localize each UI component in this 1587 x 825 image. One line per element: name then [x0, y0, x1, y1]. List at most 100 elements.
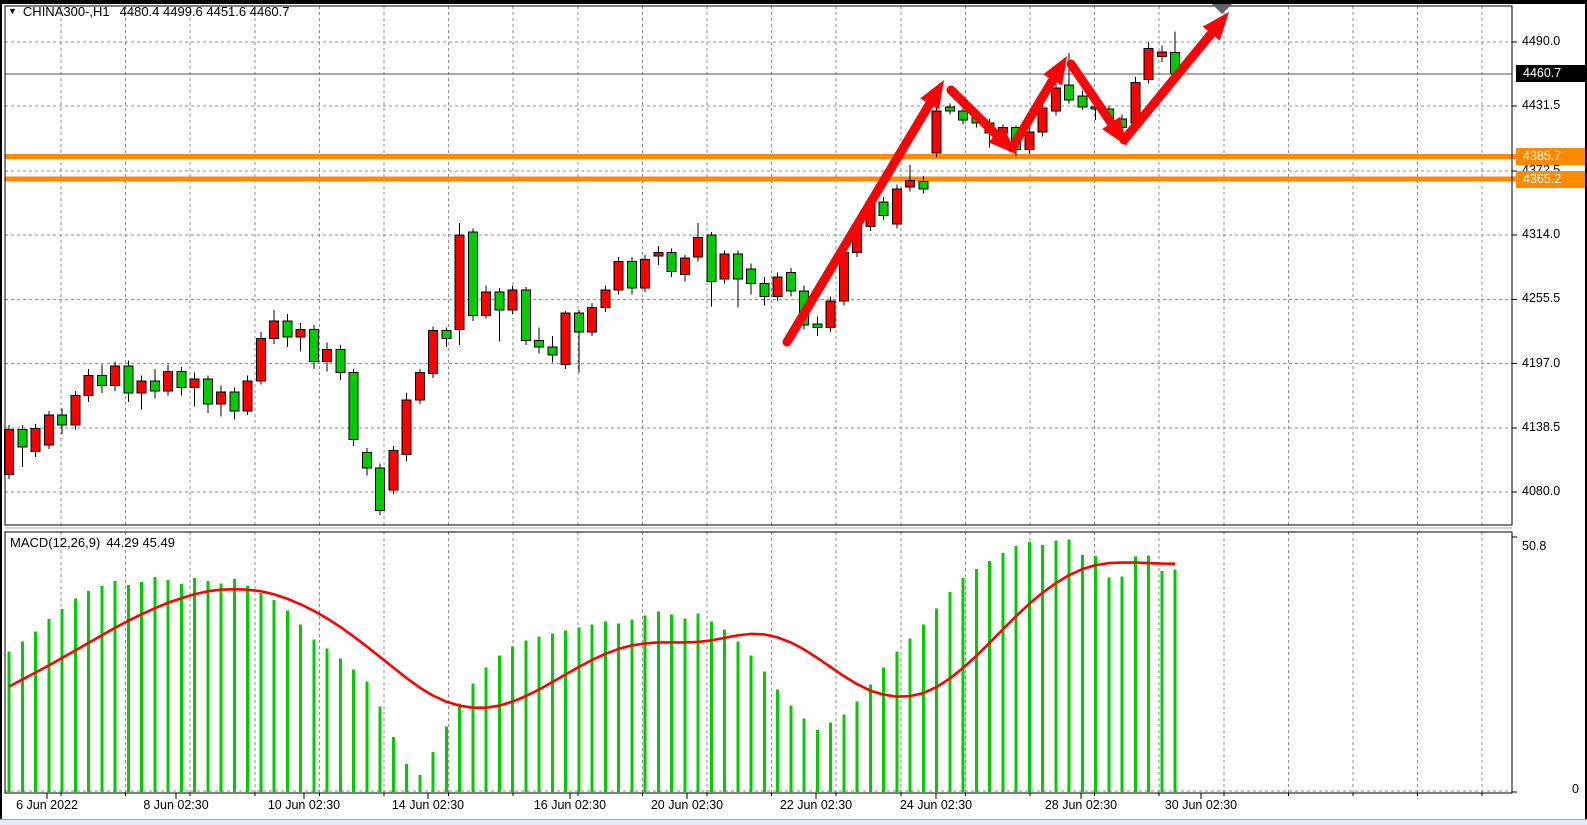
candle-body: [653, 252, 664, 257]
candle: [1024, 127, 1035, 154]
candle: [785, 268, 796, 297]
candle: [1143, 42, 1154, 84]
candle: [441, 327, 452, 348]
candle: [812, 316, 823, 337]
macd-histogram-bar: [153, 577, 157, 792]
scroll-to-end-marker-icon[interactable]: [1211, 3, 1233, 14]
candle: [308, 325, 319, 370]
candle-body: [958, 110, 968, 121]
candle-body: [57, 414, 67, 426]
candle-body: [70, 394, 81, 426]
macd-histogram-bar: [617, 623, 620, 792]
candle-body: [931, 110, 942, 154]
candle: [361, 448, 372, 476]
macd-histogram-bar: [815, 729, 819, 792]
candle-body: [17, 428, 28, 448]
macd-histogram-bar: [1160, 571, 1164, 792]
candle-body: [1037, 107, 1048, 133]
macd-histogram-bar: [524, 640, 528, 792]
macd-histogram-bar: [378, 706, 382, 792]
time-axis-label: 14 Jun 02:30: [391, 798, 465, 812]
candle-body: [534, 340, 544, 348]
macd-histogram-bar: [497, 655, 501, 792]
candle-body: [600, 289, 611, 309]
candle: [335, 344, 346, 381]
trend-arrows-annotation[interactable]: [782, 12, 1229, 347]
trend-arrow-shaft: [782, 94, 938, 347]
candle-body: [30, 427, 41, 452]
macd-histogram-bar: [34, 631, 37, 792]
macd-histogram-bar: [1001, 553, 1005, 792]
trend-arrow-head: [1202, 12, 1229, 41]
macd-histogram-bar: [511, 646, 514, 792]
macd-histogram-bar: [868, 684, 872, 792]
symbol-dropdown-icon[interactable]: ▼: [8, 6, 17, 16]
macd-histogram-bar: [855, 701, 859, 792]
macd-histogram-bar: [603, 621, 607, 792]
candle-body: [229, 391, 240, 412]
time-axis-label: 6 Jun 2022: [16, 798, 78, 812]
macd-histogram-bar: [762, 671, 766, 792]
candle-body: [295, 329, 306, 338]
candle: [388, 445, 399, 495]
macd-histogram-bar: [338, 658, 342, 792]
candle: [905, 164, 915, 192]
candle: [1037, 103, 1048, 137]
candle-body: [361, 451, 372, 469]
macd-histogram-bar: [299, 624, 302, 792]
candle-body: [401, 399, 412, 456]
candle: [772, 272, 783, 302]
macd-histogram-bar: [683, 618, 687, 792]
candle: [600, 285, 611, 312]
trend-arrow-head: [920, 80, 944, 110]
candle-body: [454, 234, 465, 331]
candle: [96, 364, 107, 394]
candle: [269, 309, 279, 344]
candle: [891, 184, 902, 229]
macd-histogram-bar: [365, 681, 369, 792]
macd-histogram-bar: [974, 569, 978, 792]
candle: [1077, 90, 1088, 111]
macd-histogram-bar: [696, 613, 700, 792]
candle-body: [1050, 87, 1061, 112]
candle-body: [269, 320, 279, 339]
macd-histogram-bar: [1027, 542, 1031, 792]
macd-histogram-bar: [882, 667, 885, 792]
macd-histogram-bar: [1067, 539, 1071, 792]
candle: [163, 364, 173, 396]
candle: [414, 369, 425, 405]
candle-body: [202, 378, 213, 405]
candle-body: [785, 271, 796, 292]
macd-histogram-bar: [590, 624, 594, 792]
candle: [202, 375, 213, 413]
candle: [759, 276, 770, 306]
candle: [83, 369, 94, 402]
candle-body: [375, 467, 385, 512]
macd-histogram-bar: [564, 630, 567, 792]
macd-histogram-bar: [537, 636, 541, 792]
macd-histogram-bar: [1094, 556, 1097, 792]
candle: [534, 327, 544, 354]
time-axis-label: 10 Jun 02:30: [267, 798, 341, 812]
trend-arrow-shaft: [1119, 24, 1220, 145]
candle: [944, 103, 955, 115]
candle: [494, 287, 505, 342]
candle: [931, 103, 942, 158]
candle-body: [335, 348, 346, 373]
macd-histogram-bar: [7, 651, 11, 792]
candle-body: [732, 253, 743, 280]
candle-body: [587, 307, 597, 333]
macd-histogram-bar: [1147, 555, 1150, 792]
candle: [401, 393, 412, 462]
candle-body: [878, 201, 889, 216]
candle-body: [693, 236, 703, 258]
time-axis-label: 22 Jun 02:30: [779, 798, 853, 812]
time-axis-label: 24 Jun 02:30: [899, 798, 973, 812]
candle: [149, 369, 160, 399]
macd-histogram-bar: [643, 615, 647, 792]
candle-body: [4, 428, 14, 475]
candle-body: [414, 371, 425, 401]
macd-histogram-bar: [391, 736, 395, 792]
candlestick-series: [4, 31, 1180, 516]
